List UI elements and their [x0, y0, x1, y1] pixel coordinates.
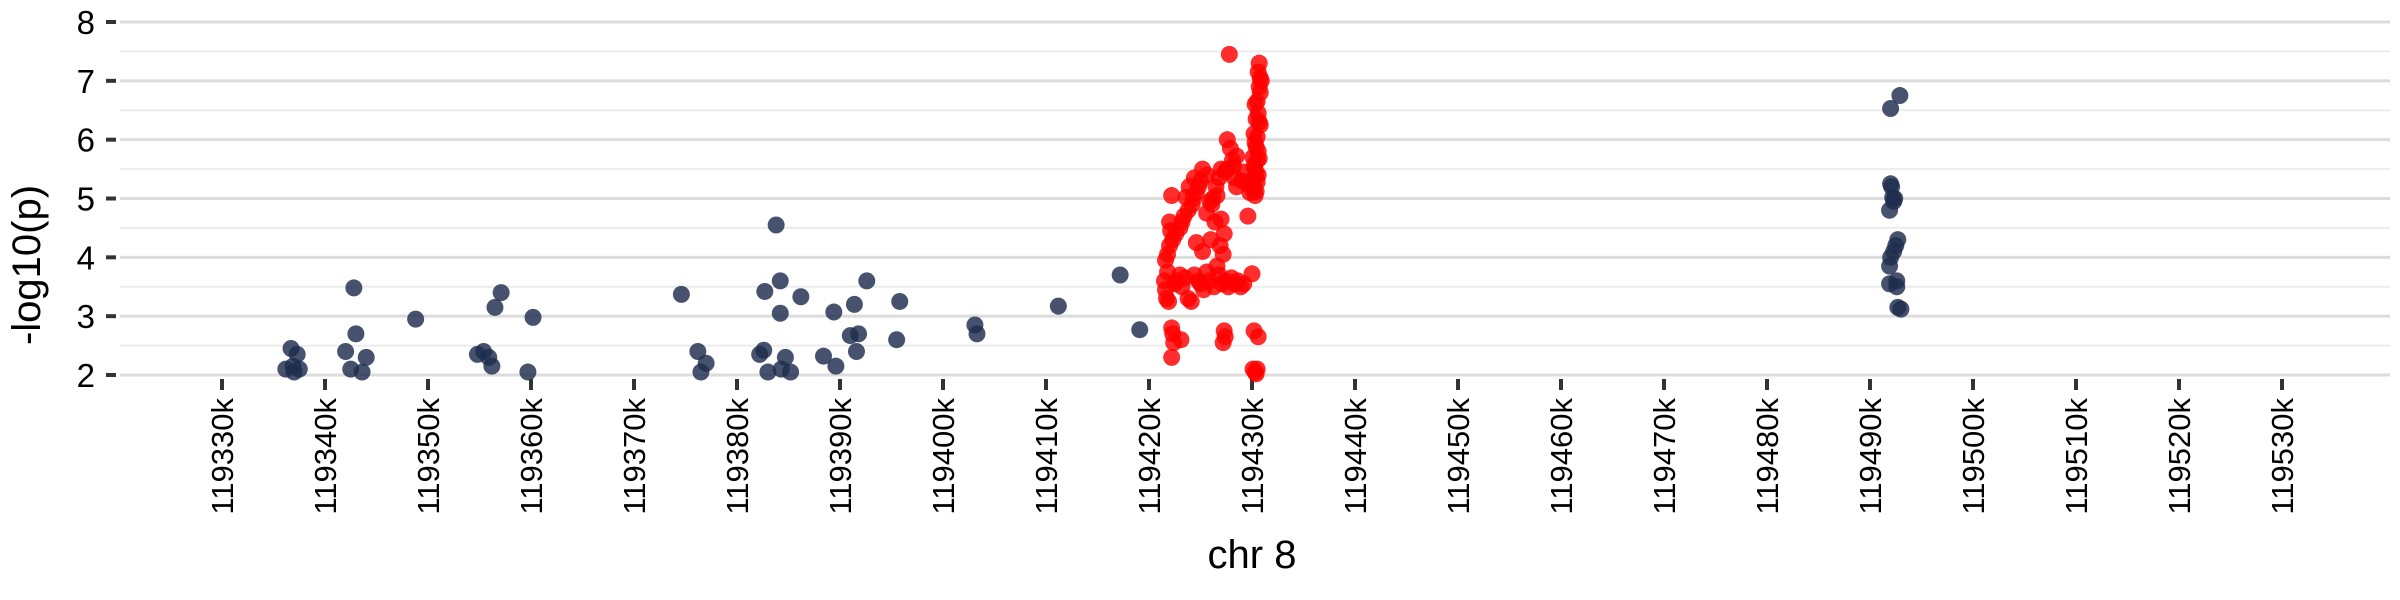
- highlighted-snp-point: [1163, 187, 1181, 205]
- snp-point: [825, 303, 843, 321]
- snp-point: [756, 282, 774, 300]
- snp-point: [357, 348, 375, 366]
- highlighted-snp-point: [1218, 131, 1236, 149]
- snp-point: [1889, 231, 1907, 249]
- snp-point: [845, 295, 863, 313]
- snp-point: [689, 342, 707, 360]
- highlighted-snp-point: [1172, 331, 1190, 349]
- snp-point: [1892, 300, 1910, 318]
- highlighted-snp-point: [1215, 322, 1233, 340]
- y-tick-label: 6: [77, 122, 95, 159]
- highlighted-snp-point: [1215, 225, 1233, 243]
- snp-point: [767, 216, 785, 234]
- snp-point: [782, 363, 800, 381]
- x-tick-label: 119390k: [823, 398, 858, 515]
- x-axis-title: chr 8: [1208, 533, 1297, 577]
- y-tick-label: 2: [77, 357, 95, 394]
- x-tick-label: 119500k: [1956, 398, 1991, 515]
- snp-point: [1882, 99, 1900, 117]
- snp-point: [672, 285, 690, 303]
- snp-point: [850, 325, 868, 343]
- snp-point: [888, 331, 906, 349]
- snp-point: [697, 354, 715, 372]
- x-tick-label: 119340k: [308, 398, 343, 515]
- x-tick-label: 119400k: [926, 398, 961, 515]
- highlighted-snp-point: [1162, 222, 1180, 240]
- snp-point: [815, 347, 833, 365]
- snp-point: [771, 272, 789, 290]
- highlighted-snp-point: [1163, 348, 1181, 366]
- x-tick-label: 119380k: [720, 398, 755, 515]
- x-tick-label: 119530k: [2265, 398, 2300, 515]
- highlighted-snp-point: [1177, 188, 1195, 206]
- x-tick-label: 119370k: [617, 398, 652, 515]
- x-tick-label: 119350k: [411, 398, 446, 515]
- snp-point: [524, 308, 542, 326]
- x-tick-label: 119430k: [1235, 398, 1270, 515]
- x-tick-label: 119460k: [1544, 398, 1579, 515]
- snp-point: [776, 348, 794, 366]
- snp-point: [771, 304, 789, 322]
- y-tick-label: 4: [77, 239, 95, 276]
- snp-point: [486, 298, 504, 316]
- highlighted-snp-point: [1214, 245, 1232, 263]
- snp-point: [1131, 321, 1149, 339]
- snp-point: [847, 342, 865, 360]
- highlighted-snp-point: [1160, 292, 1178, 310]
- snp-point: [1891, 87, 1909, 105]
- data-points: [277, 45, 1910, 383]
- snp-point: [284, 357, 302, 375]
- snp-point: [337, 342, 355, 360]
- highlighted-snp-point: [1249, 328, 1267, 346]
- snp-point: [1888, 278, 1906, 296]
- x-tick-label: 119480k: [1750, 398, 1785, 515]
- x-axis: 119330k 119340k 119350k 119360k 119370k 11938…: [205, 379, 2300, 515]
- highlighted-snp-point: [1208, 187, 1226, 205]
- x-tick-label: 119470k: [1647, 398, 1682, 515]
- snp-point: [345, 279, 363, 297]
- x-tick-label: 119420k: [1132, 398, 1167, 515]
- snp-point: [968, 325, 986, 343]
- snp-point: [1111, 266, 1129, 284]
- snp-point: [347, 325, 365, 343]
- x-tick-label: 119520k: [2162, 398, 2197, 515]
- snp-point: [353, 363, 371, 381]
- highlighted-snp-point: [1239, 207, 1257, 225]
- y-tick-label: 7: [77, 63, 95, 100]
- snp-point: [891, 292, 909, 310]
- x-tick-label: 119510k: [2059, 398, 2094, 515]
- snp-point: [492, 284, 510, 302]
- x-tick-label: 119440k: [1338, 398, 1373, 515]
- highlighted-snp-point: [1194, 242, 1212, 260]
- x-tick-label: 119360k: [514, 398, 549, 515]
- highlighted-snp-point: [1182, 292, 1200, 310]
- x-tick-label: 119330k: [205, 398, 240, 515]
- x-tick-label: 119410k: [1029, 398, 1064, 515]
- x-tick-label: 119450k: [1441, 398, 1476, 515]
- snp-point: [519, 363, 537, 381]
- snp-point: [759, 363, 777, 381]
- snp-point: [407, 310, 425, 328]
- snp-point: [1049, 297, 1067, 315]
- highlighted-snp-point: [1212, 210, 1230, 228]
- snp-point: [827, 357, 845, 375]
- snp-point: [483, 357, 501, 375]
- y-axis-title: -log10(p): [5, 185, 49, 345]
- highlighted-snp-point: [1243, 265, 1261, 283]
- y-axis: 2 3 4 5 6 7 8: [77, 4, 116, 394]
- y-tick-label: 8: [77, 4, 95, 41]
- y-tick-label: 5: [77, 181, 95, 218]
- snp-point: [858, 272, 876, 290]
- snp-point: [1886, 190, 1904, 207]
- highlighted-snp-point: [1247, 365, 1265, 383]
- highlighted-snp-point: [1220, 45, 1238, 63]
- snp-point: [792, 288, 810, 306]
- snp-point: [1881, 257, 1899, 275]
- snp-point: [755, 341, 773, 359]
- x-tick-label: 119490k: [1853, 398, 1888, 515]
- y-tick-label: 3: [77, 298, 95, 335]
